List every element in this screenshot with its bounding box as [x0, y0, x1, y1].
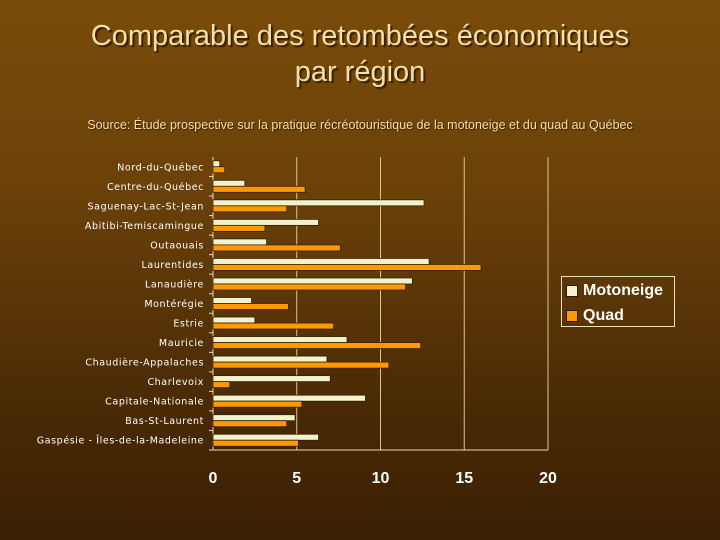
bar-quad: [212, 264, 482, 271]
bar-quad: [212, 342, 422, 349]
category-label: Bas-St-Laurent: [125, 416, 204, 427]
bar-motoneige: [212, 336, 348, 343]
legend-label-motoneige: Motoneige: [583, 282, 663, 299]
legend-item-motoneige: Motoneige: [566, 281, 663, 301]
category-label: Estrie: [173, 319, 204, 330]
x-tick-label: 15: [455, 470, 473, 487]
bar-quad: [212, 420, 288, 428]
legend: Motoneige Quad: [561, 276, 675, 327]
category-label: Laurentides: [142, 260, 205, 271]
legend-label-quad: Quad: [583, 307, 624, 324]
category-label: Abitibi-Temiscamingue: [85, 221, 204, 232]
category-label: Capitale-Nationale: [105, 397, 204, 408]
category-label: Montérégie: [144, 299, 204, 310]
bar-motoneige: [212, 375, 331, 383]
category-label: Lanaudière: [145, 279, 204, 290]
bar-quad: [212, 381, 231, 389]
bar-motoneige: [212, 277, 413, 285]
bar-quad: [212, 439, 299, 447]
bar-motoneige: [212, 179, 246, 187]
bar-motoneige: [212, 160, 221, 168]
category-label: Saguenay-Lac-St-Jean: [88, 201, 204, 212]
bar-motoneige: [212, 297, 252, 304]
x-tick-label: 10: [372, 470, 390, 487]
category-label: Mauricie: [159, 338, 204, 349]
bar-quad: [212, 283, 407, 291]
category-label: Charlevoix: [147, 377, 204, 388]
category-label: Nord-du-Québec: [117, 162, 204, 173]
source-note: Source: Étude prospective sur la pratiqu…: [87, 118, 633, 132]
bar-quad: [212, 185, 306, 193]
bar-quad: [212, 224, 266, 232]
x-tick-label: 5: [292, 470, 301, 487]
bar-motoneige: [212, 258, 430, 265]
category-label: Outaouais: [150, 240, 204, 251]
bar-quad: [212, 322, 334, 330]
bar-motoneige: [212, 433, 319, 441]
bar-quad: [212, 361, 390, 369]
bar-quad: [212, 205, 288, 213]
bar-quad: [212, 244, 341, 252]
category-label: Chaudière-Appalaches: [85, 358, 204, 369]
bar-motoneige: [212, 414, 296, 422]
title-line-1: Comparable des retombées économiques: [90, 20, 630, 52]
bar-motoneige: [212, 394, 366, 402]
legend-swatch-motoneige: [566, 285, 578, 297]
bar-motoneige: [212, 218, 319, 226]
bar-quad: [212, 303, 289, 310]
bar-motoneige: [212, 238, 267, 246]
category-label: Centre-du-Québec: [107, 182, 204, 193]
x-tick-label: 20: [539, 470, 557, 487]
x-tick-label: 0: [209, 470, 218, 487]
bar-motoneige: [212, 355, 328, 363]
title-line-2: par région: [294, 56, 426, 88]
legend-swatch-quad: [566, 310, 578, 322]
category-label: Gaspésie - Îles-de-la-Madeleine: [37, 435, 204, 447]
legend-item-quad: Quad: [566, 306, 624, 326]
bar-motoneige: [212, 199, 425, 207]
bar-motoneige: [212, 316, 256, 324]
bar-quad: [212, 166, 226, 174]
chart-title: Comparable des retombées économiques par…: [0, 18, 720, 90]
bar-quad: [212, 400, 303, 408]
